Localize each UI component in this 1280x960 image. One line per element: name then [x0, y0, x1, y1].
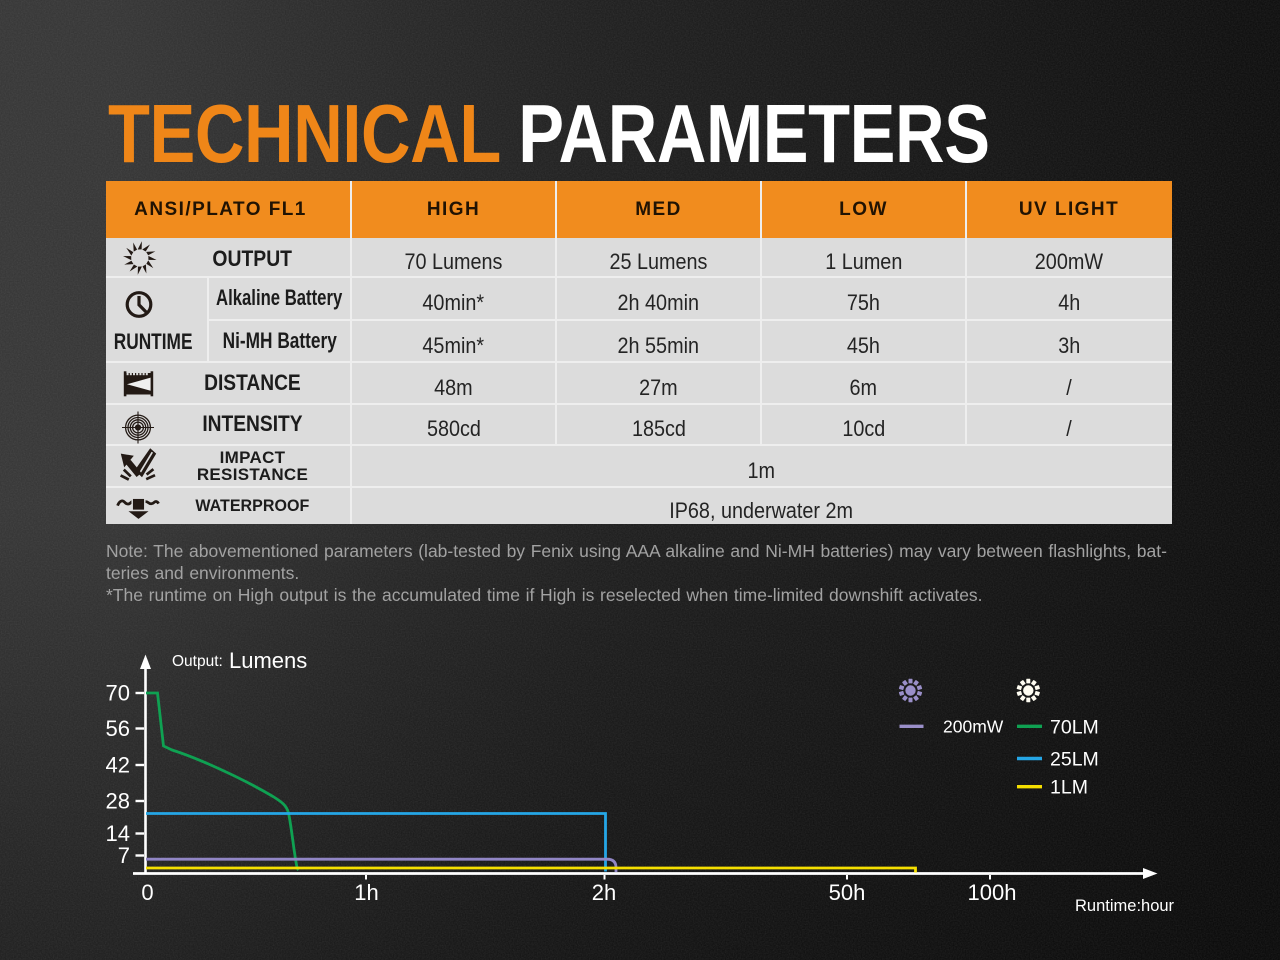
svg-text:Runtime:hour: Runtime:hour [1075, 897, 1175, 915]
svg-text:25LM: 25LM [1050, 749, 1099, 771]
svg-text:70LM: 70LM [1050, 717, 1099, 739]
svg-text:200mW: 200mW [943, 717, 1004, 737]
svg-text:1LM: 1LM [1050, 777, 1088, 799]
svg-text:50h: 50h [829, 880, 866, 905]
svg-text:1h: 1h [354, 880, 378, 905]
svg-text:7: 7 [118, 843, 130, 868]
svg-text:14: 14 [106, 821, 130, 846]
svg-text:70: 70 [106, 681, 130, 706]
svg-text:Lumens: Lumens [229, 648, 307, 673]
svg-text:2h: 2h [592, 880, 616, 905]
svg-text:0: 0 [141, 880, 153, 905]
svg-text:42: 42 [106, 753, 130, 778]
svg-text:100h: 100h [968, 880, 1017, 905]
svg-text:28: 28 [106, 789, 130, 814]
svg-text:56: 56 [106, 716, 130, 741]
svg-text:Output:: Output: [172, 653, 223, 670]
